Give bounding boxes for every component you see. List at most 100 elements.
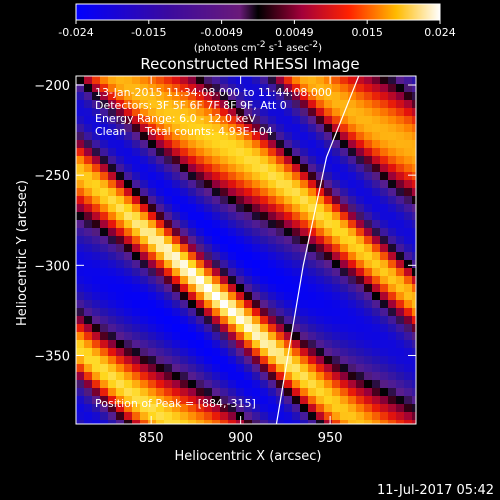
heatmap-cell [212, 132, 220, 140]
heatmap-cell [388, 300, 396, 308]
heatmap-cell [212, 300, 220, 308]
heatmap-cell [244, 108, 252, 116]
heatmap-cell [100, 260, 108, 268]
heatmap-cell [372, 316, 380, 324]
heatmap-cell [220, 300, 228, 308]
heatmap-cell [92, 364, 100, 372]
heatmap-cell [356, 132, 364, 140]
heatmap-cell [380, 116, 388, 124]
heatmap-cell [332, 92, 340, 100]
heatmap-cell [412, 404, 416, 412]
heatmap-cell [284, 148, 292, 156]
heatmap-cell [308, 116, 316, 124]
heatmap-cell [308, 316, 316, 324]
heatmap-cell [212, 420, 220, 424]
heatmap-cell [276, 180, 284, 188]
heatmap-cell [124, 156, 132, 164]
heatmap-cell [140, 412, 148, 420]
heatmap-cell [300, 252, 308, 260]
heatmap-cell [132, 140, 140, 148]
heatmap-cell [332, 220, 340, 228]
heatmap-cell [236, 420, 244, 424]
heatmap-cell [372, 276, 380, 284]
heatmap-cell [260, 124, 268, 132]
heatmap-cell [116, 420, 124, 424]
heatmap-cell [140, 364, 148, 372]
heatmap-cell [116, 340, 124, 348]
heatmap-cell [244, 204, 252, 212]
heatmap-cell [356, 220, 364, 228]
heatmap-cell [348, 220, 356, 228]
heatmap-cell [196, 244, 204, 252]
heatmap-cell [172, 356, 180, 364]
heatmap-cell [236, 292, 244, 300]
heatmap-cell [308, 228, 316, 236]
heatmap-cell [316, 356, 324, 364]
heatmap-cell [396, 268, 404, 276]
heatmap-cell [108, 300, 116, 308]
heatmap-cell [268, 340, 276, 348]
heatmap-cell [124, 172, 132, 180]
heatmap-cell [388, 276, 396, 284]
heatmap-cell [164, 404, 172, 412]
heatmap-cell [284, 308, 292, 316]
heatmap-cell [364, 316, 372, 324]
heatmap-cell [124, 148, 132, 156]
heatmap-cell [92, 204, 100, 212]
heatmap-cell [404, 124, 412, 132]
heatmap-cell [244, 260, 252, 268]
heatmap-cell [148, 156, 156, 164]
heatmap-cell [116, 356, 124, 364]
heatmap-cell [212, 324, 220, 332]
heatmap-cell [76, 244, 84, 252]
heatmap-cell [260, 220, 268, 228]
heatmap-cell [188, 284, 196, 292]
heatmap-cell [204, 196, 212, 204]
heatmap-cell [396, 148, 404, 156]
heatmap-cell [180, 252, 188, 260]
heatmap-cell [180, 108, 188, 116]
heatmap-cell [108, 340, 116, 348]
heatmap-cell [84, 260, 92, 268]
heatmap-cell [252, 412, 260, 420]
heatmap-cell [412, 140, 416, 148]
heatmap-cell [212, 348, 220, 356]
heatmap-cell [308, 268, 316, 276]
heatmap-cell [212, 76, 220, 84]
heatmap-cell [268, 164, 276, 172]
heatmap-cell [412, 204, 416, 212]
heatmap-cell [100, 220, 108, 228]
heatmap-cell [204, 308, 212, 316]
heatmap-cell [252, 332, 260, 340]
heatmap-cell [348, 380, 356, 388]
heatmap-cell [380, 268, 388, 276]
heatmap-cell [156, 380, 164, 388]
heatmap-cell [244, 372, 252, 380]
heatmap-cell [276, 164, 284, 172]
heatmap-cell [244, 180, 252, 188]
heatmap-cell [84, 372, 92, 380]
heatmap-cell [412, 76, 416, 84]
heatmap-cell [164, 132, 172, 140]
heatmap-cell [380, 388, 388, 396]
heatmap-cell [92, 276, 100, 284]
heatmap-cell [268, 84, 276, 92]
heatmap-cell [412, 292, 416, 300]
heatmap-cell [156, 372, 164, 380]
heatmap-cell [164, 84, 172, 92]
heatmap-cell [332, 244, 340, 252]
heatmap-cell [204, 100, 212, 108]
heatmap-cell [172, 108, 180, 116]
heatmap-cell [244, 340, 252, 348]
heatmap-cell [148, 412, 156, 420]
heatmap-cell [300, 196, 308, 204]
heatmap-cell [292, 92, 300, 100]
heatmap-cell [292, 188, 300, 196]
heatmap-cell [196, 340, 204, 348]
heatmap-cell [220, 100, 228, 108]
heatmap-cell [156, 164, 164, 172]
heatmap-cell [380, 140, 388, 148]
heatmap-cell [388, 236, 396, 244]
heatmap-cell [116, 396, 124, 404]
heatmap-cell [396, 332, 404, 340]
